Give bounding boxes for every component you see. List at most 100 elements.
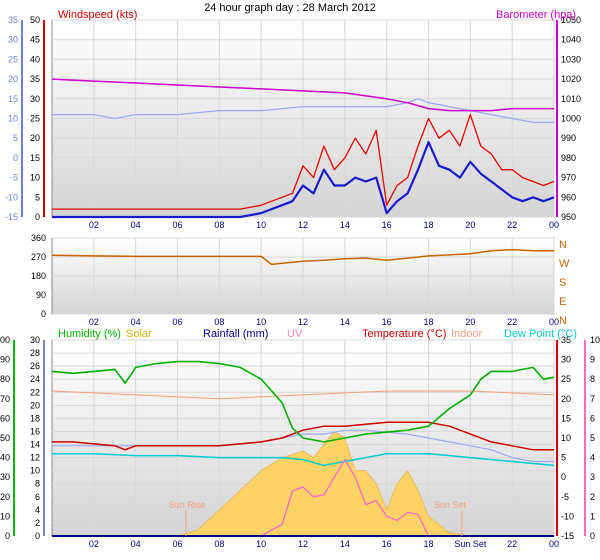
humidity-tick-label: 50 xyxy=(0,433,10,443)
wind-tick-label: 15 xyxy=(30,153,40,163)
rain-tick-label: 8 xyxy=(35,479,40,489)
uv-tick-label: 8 xyxy=(590,374,595,384)
wind-tick-label: 0 xyxy=(35,212,40,222)
baro-tick-label: 970 xyxy=(561,173,576,183)
series-line-outdoor-temp xyxy=(52,98,554,124)
direction-tick-label: 180 xyxy=(31,271,46,281)
x-tick-label: 02 xyxy=(89,220,99,230)
rain-tick-label: 16 xyxy=(30,426,40,436)
baro-tick-label: 1040 xyxy=(561,35,581,45)
x-tick-label: 14 xyxy=(340,317,350,327)
temp-tick-label: 20 xyxy=(561,394,571,404)
baro-tick-label: 980 xyxy=(561,153,576,163)
wind-tick-label: 40 xyxy=(30,54,40,64)
x-tick-label: 06 xyxy=(172,317,182,327)
series-line-average xyxy=(52,141,555,219)
rain-tick-label: 20 xyxy=(30,400,40,410)
x-tick-label: 22 xyxy=(507,539,517,549)
wind-tick-label: 5 xyxy=(35,192,40,202)
windspeed-label: Windspeed (kts) xyxy=(58,9,137,21)
temp-tick-label: 25 xyxy=(561,374,571,384)
humidity-tick-label: 20 xyxy=(0,492,10,502)
uv-tick-label: 2 xyxy=(590,492,595,502)
outer-tick-label: -5 xyxy=(10,173,18,183)
x-tick-label: 08 xyxy=(214,220,224,230)
rain-tick-label: 22 xyxy=(30,387,40,397)
solar-label: Solar xyxy=(126,328,152,340)
temperature-label: Temperature (°C) xyxy=(362,328,446,340)
dewpoint-label: Dew Point (°C) xyxy=(504,328,577,340)
sunset-annotation: Sun Set xyxy=(434,500,467,510)
compass-label: E xyxy=(559,296,566,308)
x-tick-label: 06 xyxy=(172,220,182,230)
x-tick-label: 02 xyxy=(89,317,99,327)
humidity-tick-label: 80 xyxy=(0,374,10,384)
wind-tick-label: 20 xyxy=(30,133,40,143)
wind-tick-label: 50 xyxy=(30,15,40,25)
x-tick-label: 14 xyxy=(340,539,350,549)
rainfall-label: Rainfall (mm) xyxy=(203,328,268,340)
x-tick-label: 08 xyxy=(214,539,224,549)
x-tick-label: 10 xyxy=(256,539,266,549)
temp-tick-label: 10 xyxy=(561,433,571,443)
wind-tick-label: 25 xyxy=(30,114,40,124)
series-line-humidity xyxy=(51,360,555,443)
outer-tick-label: 20 xyxy=(8,74,18,84)
compass-label: N xyxy=(559,315,567,327)
x-tick-label: 18 xyxy=(423,220,433,230)
x-tick-label: 02 xyxy=(89,539,99,549)
series-line-direction xyxy=(51,248,554,266)
humidity-tick-label: 60 xyxy=(0,413,10,423)
outer-tick-label: 10 xyxy=(8,114,18,124)
baro-tick-label: 960 xyxy=(561,192,576,202)
direction-tick-label: 270 xyxy=(31,252,46,262)
uv-tick-label: 5 xyxy=(590,433,595,443)
direction-tick-label: 90 xyxy=(36,290,46,300)
outer-tick-label: 0 xyxy=(13,153,18,163)
x-tick-label: 22 xyxy=(507,317,517,327)
temp-tick-label: 5 xyxy=(561,453,566,463)
baro-tick-label: 1020 xyxy=(561,74,581,84)
x-tick-label: 18 xyxy=(423,317,433,327)
series-line-barometer xyxy=(51,78,554,112)
outer-tick-label: -15 xyxy=(5,212,18,222)
direction-tick-label: 360 xyxy=(31,233,46,243)
humidity-tick-label: 100 xyxy=(0,335,10,345)
x-tick-label: 12 xyxy=(298,539,308,549)
temp-tick-label: 30 xyxy=(561,355,571,365)
humidity-tick-label: 0 xyxy=(5,531,10,541)
uv-tick-label: 3 xyxy=(590,472,595,482)
rain-tick-label: 18 xyxy=(30,413,40,423)
x-tick-label: 20 xyxy=(465,220,475,230)
sunrise-annotation: Sun Rise xyxy=(169,500,206,510)
rain-tick-label: 12 xyxy=(30,453,40,463)
wind-tick-label: 35 xyxy=(30,74,40,84)
humidity-label: Humidity (%) xyxy=(58,328,121,340)
x-tick-label: 18 xyxy=(423,539,433,549)
uv-tick-label: 0 xyxy=(590,531,595,541)
x-tick-label: 16 xyxy=(382,539,392,549)
rain-tick-label: 10 xyxy=(30,466,40,476)
outer-tick-label: 25 xyxy=(8,54,18,64)
x-tick-label: 20 xyxy=(465,317,475,327)
x-tick-label: 12 xyxy=(298,220,308,230)
humidity-tick-label: 70 xyxy=(0,394,10,404)
x-tick-label: 04 xyxy=(131,317,141,327)
wind-tick-label: 30 xyxy=(30,94,40,104)
x-tick-label: 00 xyxy=(549,220,559,230)
humidity-tick-label: 10 xyxy=(0,511,10,521)
compass-label: N xyxy=(559,239,567,251)
rain-tick-label: 24 xyxy=(30,374,40,384)
temp-tick-label: 0 xyxy=(561,472,566,482)
x-tick-label: Sun Set xyxy=(454,539,487,549)
compass-label: S xyxy=(559,277,566,289)
rain-tick-label: 14 xyxy=(30,440,40,450)
series-area-solar xyxy=(177,430,471,537)
uv-tick-label: 9 xyxy=(590,355,595,365)
uv-label: UV xyxy=(287,328,303,340)
baro-tick-label: 1030 xyxy=(561,54,581,64)
outer-tick-label: -10 xyxy=(5,192,18,202)
wind-tick-label: 45 xyxy=(30,35,40,45)
compass-label: W xyxy=(559,258,570,270)
